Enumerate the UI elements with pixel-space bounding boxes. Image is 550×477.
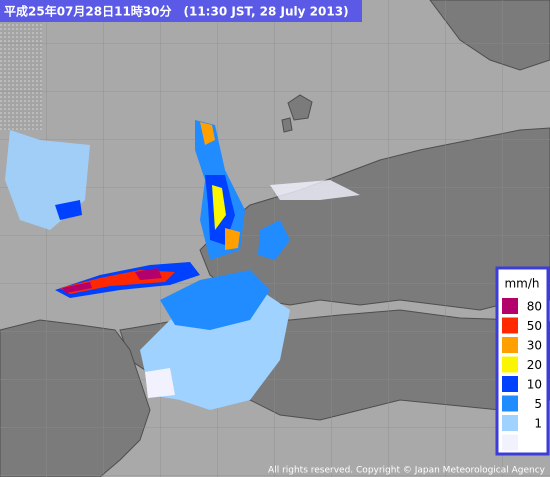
legend-swatch <box>502 337 518 353</box>
legend-label: 20 <box>527 358 542 372</box>
legend-label: 1 <box>534 417 542 431</box>
legend-swatch <box>502 317 518 334</box>
legend-swatch <box>502 356 518 373</box>
rain-echoes <box>5 120 360 410</box>
legend-swatch <box>502 415 518 431</box>
legend-label: 5 <box>534 397 542 411</box>
title: 平成25年07月28日11時30分 (11:30 JST, 28 July 20… <box>4 4 349 19</box>
title-bar <box>0 0 362 22</box>
legend-swatch <box>502 376 518 392</box>
legend-unit: mm/h <box>504 277 539 291</box>
legend-label: 30 <box>527 339 542 353</box>
legend-swatch <box>502 395 518 412</box>
legend-swatch <box>502 434 518 451</box>
legend-swatch <box>502 298 518 314</box>
legend: mm/h 80 50 30 20 10 5 1 <box>495 266 550 456</box>
legend-label: 80 <box>527 300 542 314</box>
copyright: All rights reserved. Copyright © Japan M… <box>268 466 546 476</box>
legend-label: 50 <box>527 319 542 333</box>
legend-label: 10 <box>527 378 542 392</box>
